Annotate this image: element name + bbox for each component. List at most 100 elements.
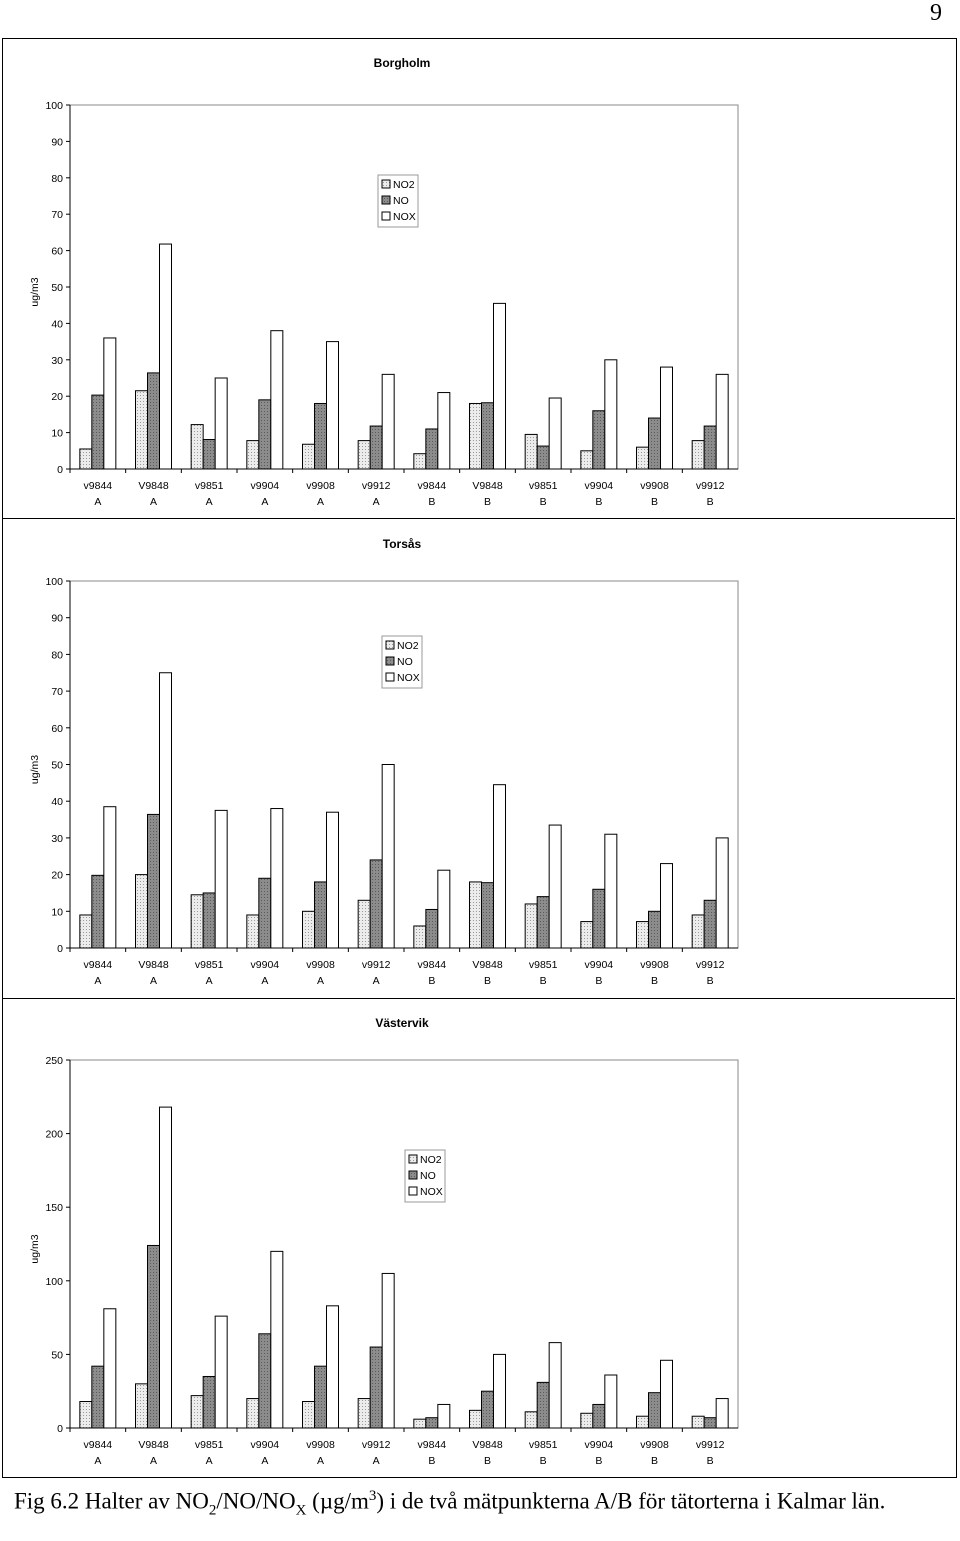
x-tick-label-sub: A — [206, 496, 213, 508]
bar-no2 — [580, 450, 594, 470]
y-axis-label: ug/m3 — [29, 1234, 41, 1263]
bar-no2 — [135, 390, 148, 470]
bar-nox — [548, 397, 562, 470]
bar-nox — [326, 811, 339, 949]
chart-torsas: Torsås0102030405060708090100ug/m3v9844AV… — [2, 518, 955, 987]
bar-no — [425, 908, 439, 949]
y-tick-label: 0 — [57, 943, 63, 955]
y-tick-label: 70 — [51, 209, 63, 221]
y-tick-label: 20 — [51, 391, 63, 403]
bar-no — [536, 896, 550, 949]
x-tick-label: V9848 — [138, 959, 169, 971]
y-tick-label: 50 — [51, 282, 63, 294]
bar-no — [147, 1244, 160, 1429]
bar-no — [703, 899, 717, 949]
y-axis-label: ug/m3 — [29, 755, 41, 784]
page-number: 9 — [930, 0, 942, 26]
y-axis-label: ug/m3 — [29, 277, 41, 306]
bar-no — [648, 417, 661, 470]
x-tick-label: v9912 — [362, 959, 391, 971]
x-tick-label: v9844 — [84, 480, 113, 492]
bar-no2 — [246, 1398, 260, 1429]
y-tick-label: 90 — [51, 613, 63, 625]
x-tick-label-sub: A — [317, 975, 324, 987]
x-tick-label-sub: A — [94, 975, 101, 987]
x-tick-label: V9848 — [472, 1439, 503, 1451]
bar-no — [202, 439, 216, 470]
bar-no — [314, 881, 327, 949]
y-tick-label: 40 — [51, 318, 63, 330]
bar-nox — [604, 1374, 618, 1429]
bar-no — [536, 1381, 550, 1429]
legend-label: NO — [397, 656, 413, 668]
x-tick-label: V9848 — [138, 480, 169, 492]
legend-swatch-no2 — [381, 179, 391, 189]
x-tick-label: v9908 — [640, 959, 669, 971]
bar-no2 — [302, 910, 315, 949]
bar-no — [202, 892, 216, 949]
x-tick-label: v9908 — [306, 480, 335, 492]
legend-label: NOX — [420, 1186, 443, 1198]
x-tick-label-sub: A — [206, 1455, 213, 1467]
x-tick-label-sub: B — [651, 975, 658, 987]
x-tick-label-sub: B — [428, 975, 435, 987]
x-tick-label: V9848 — [472, 480, 503, 492]
bar-nox — [604, 359, 618, 470]
bar-nox — [103, 337, 117, 470]
x-tick-label: v9844 — [84, 959, 113, 971]
bar-no — [648, 910, 661, 949]
x-tick-label: v9904 — [585, 1439, 614, 1451]
x-tick-label: V9848 — [138, 1439, 169, 1451]
x-tick-label-sub: A — [206, 975, 213, 987]
x-tick-label-sub: A — [261, 975, 268, 987]
x-tick-label: v9904 — [251, 1439, 280, 1451]
bar-no — [314, 402, 327, 470]
legend-label: NOX — [397, 672, 420, 684]
legend-label: NOX — [393, 211, 416, 223]
x-tick-label: v9912 — [362, 480, 391, 492]
bar-no2 — [636, 446, 649, 470]
bar-no — [592, 888, 606, 949]
legend-swatch-nox — [385, 672, 395, 682]
x-tick-label: v9908 — [640, 1439, 669, 1451]
x-tick-label: v9912 — [696, 1439, 725, 1451]
bar-no — [369, 425, 383, 470]
bar-nox — [159, 243, 172, 470]
x-tick-label-sub: A — [150, 975, 157, 987]
bar-nox — [660, 863, 673, 949]
y-tick-label: 30 — [51, 833, 63, 845]
legend-label: NO — [393, 195, 409, 207]
bar-nox — [660, 366, 673, 470]
x-tick-label-sub: A — [373, 1455, 380, 1467]
bar-no — [703, 425, 717, 470]
y-tick-label: 150 — [45, 1202, 63, 1214]
caption-sub-1: 2 — [208, 1502, 217, 1519]
x-tick-label: v9904 — [251, 480, 280, 492]
x-tick-label-sub: B — [595, 975, 602, 987]
y-tick-label: 70 — [51, 686, 63, 698]
x-tick-label-sub: A — [94, 1455, 101, 1467]
bar-nox — [326, 1305, 339, 1429]
bar-no — [648, 1392, 661, 1429]
bar-no2 — [79, 1401, 93, 1429]
caption-text-3: (µg/m — [306, 1488, 369, 1514]
legend: NO2 NO NOX — [377, 174, 419, 228]
bar-no — [147, 813, 160, 949]
bar-nox — [159, 672, 172, 949]
x-tick-label: v9912 — [696, 480, 725, 492]
chart-borgholm: Borgholm 0 10 20 30 40 50 60 70 80 90 100 ug/m3 v9844… — [29, 56, 739, 508]
x-tick-label-sub: B — [707, 496, 714, 508]
bar-no — [425, 1417, 439, 1429]
bar-no2 — [79, 448, 93, 470]
x-tick-label-sub: B — [484, 496, 491, 508]
x-tick-label-sub: B — [484, 975, 491, 987]
bar-nox — [159, 1106, 172, 1429]
y-tick-label: 100 — [45, 1276, 63, 1288]
x-tick-label: v9851 — [529, 480, 558, 492]
y-tick-label: 50 — [51, 1349, 63, 1361]
bar-no — [592, 410, 606, 470]
bar-no2 — [413, 1418, 427, 1429]
y-tick-label: 80 — [51, 173, 63, 185]
x-tick-label: v9904 — [585, 959, 614, 971]
bar-no — [147, 372, 160, 470]
